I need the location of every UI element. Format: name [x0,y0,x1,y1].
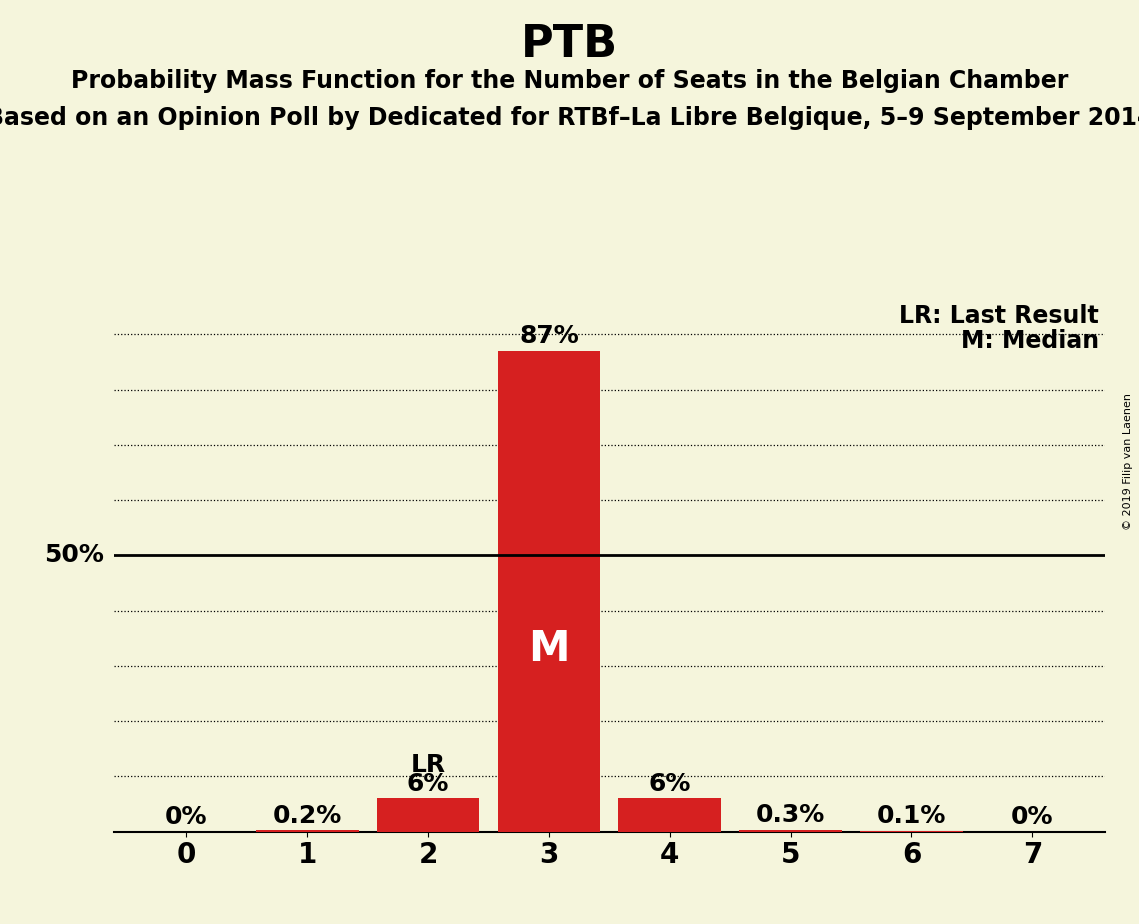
Bar [498,351,600,832]
Text: M: M [528,628,570,670]
Text: M: Median: M: Median [960,329,1099,353]
Text: 50%: 50% [44,543,105,567]
Bar [618,798,721,832]
Text: 87%: 87% [519,324,579,348]
Bar [377,798,480,832]
Text: 0.3%: 0.3% [756,803,826,827]
Text: 0.2%: 0.2% [272,804,342,828]
Text: Based on an Opinion Poll by Dedicated for RTBf–La Libre Belgique, 5–9 September : Based on an Opinion Poll by Dedicated fo… [0,106,1139,130]
Bar [739,830,842,832]
Text: LR: LR [410,753,445,777]
Text: 6%: 6% [648,772,691,796]
Text: 0.1%: 0.1% [877,804,947,828]
Bar [256,831,359,832]
Text: LR: Last Result: LR: Last Result [899,304,1099,328]
Text: 0%: 0% [1011,805,1054,829]
Text: 0%: 0% [165,805,207,829]
Text: Probability Mass Function for the Number of Seats in the Belgian Chamber: Probability Mass Function for the Number… [71,69,1068,93]
Text: 6%: 6% [407,772,449,796]
Text: © 2019 Filip van Laenen: © 2019 Filip van Laenen [1123,394,1133,530]
Text: PTB: PTB [521,23,618,67]
